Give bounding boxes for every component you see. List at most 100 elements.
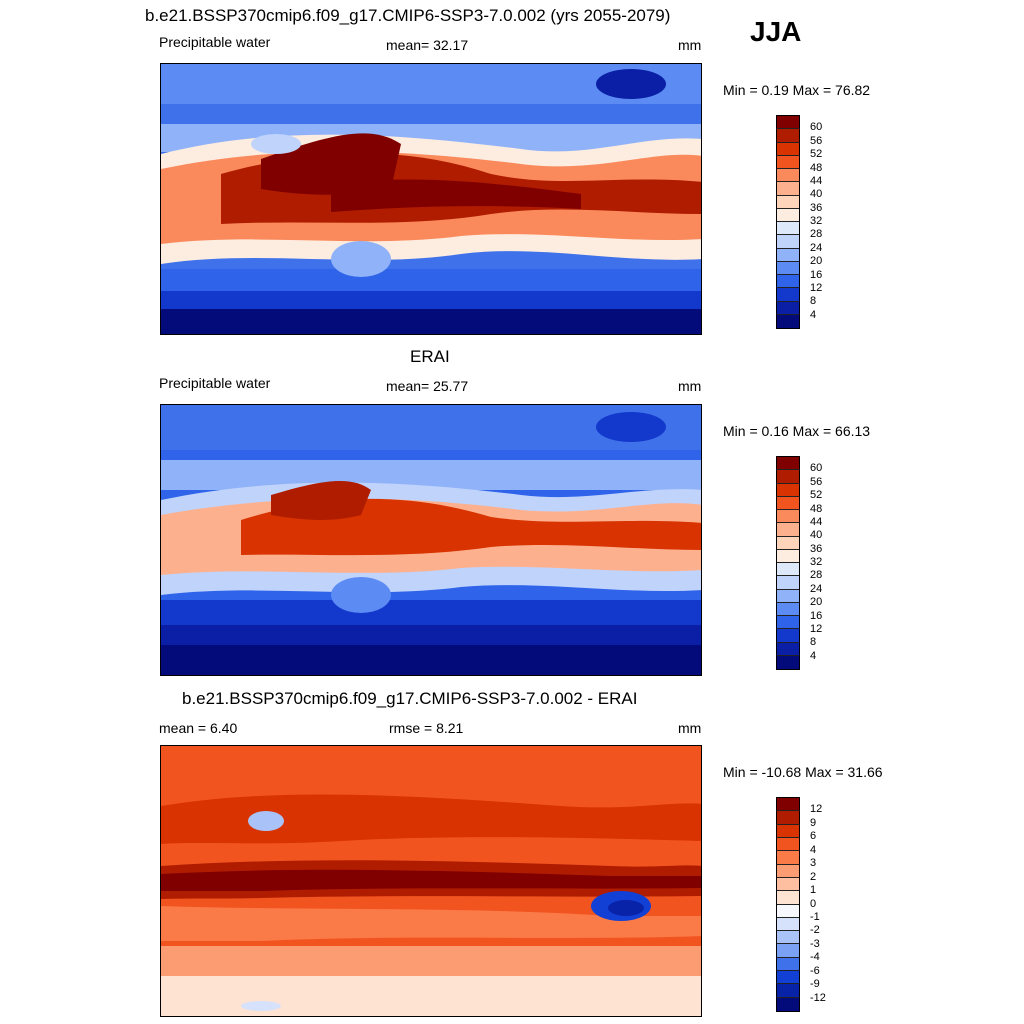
panel-2-mean-label: mean= 25.77 xyxy=(386,378,469,394)
colorbar-tick-label: 24 xyxy=(810,241,823,254)
panel-2-minmax: Min = 0.16 Max = 66.13 xyxy=(723,423,871,439)
colorbar-swatch xyxy=(777,957,799,972)
panel-3-title: b.e21.BSSP370cmip6.f09_g17.CMIP6-SSP3-7.… xyxy=(182,689,638,708)
colorbar-tick-label: 60 xyxy=(810,462,823,475)
colorbar-tick-label: 16 xyxy=(810,268,823,281)
panel-2-units-label: mm xyxy=(678,378,702,394)
colorbar-tick-label: 28 xyxy=(810,569,823,582)
colorbar-swatch xyxy=(777,655,799,669)
colorbar-swatch xyxy=(777,288,799,302)
colorbar-tick-label: 48 xyxy=(810,502,823,515)
colorbar-swatch xyxy=(777,457,799,471)
colorbar-swatch xyxy=(777,314,799,328)
colorbar-swatch xyxy=(777,824,799,838)
colorbar-tick-label: -9 xyxy=(810,978,820,991)
colorbar-tick-label: -6 xyxy=(810,964,820,977)
colorbar-swatch xyxy=(777,235,799,249)
colorbar-swatch xyxy=(777,483,799,497)
colorbar-swatch xyxy=(777,261,799,275)
colorbar-tick-label: 3 xyxy=(810,857,817,870)
colorbar-swatch xyxy=(777,510,799,524)
colorbar-tick-label: 56 xyxy=(810,475,823,488)
panel-3-mean-label: mean = 6.40 xyxy=(159,720,238,736)
colorbar-tick-label: 20 xyxy=(810,255,823,268)
colorbar-tick-label: 52 xyxy=(810,148,823,161)
colorbar-tick-label: 12 xyxy=(810,803,823,816)
colorbar-swatch xyxy=(777,248,799,262)
panel-3-colorbar xyxy=(776,797,800,1012)
colorbar-swatch xyxy=(777,811,799,825)
colorbar-tick-label: 28 xyxy=(810,228,823,241)
panel-2-variable-label: Precipitable water xyxy=(159,375,271,391)
colorbar-tick-label: 6 xyxy=(810,830,817,843)
season-label: JJA xyxy=(750,16,802,47)
panel-3-units-label: mm xyxy=(678,720,702,736)
panel-3-rmse-label: rmse = 8.21 xyxy=(389,720,464,736)
colorbar-tick-label: 40 xyxy=(810,188,823,201)
colorbar-swatch xyxy=(777,931,799,945)
colorbar-swatch xyxy=(777,891,799,905)
colorbar-tick-label: 12 xyxy=(810,281,823,294)
colorbar-swatch xyxy=(777,208,799,222)
colorbar-tick-label: -2 xyxy=(810,924,820,937)
colorbar-tick-label: 56 xyxy=(810,134,823,147)
colorbar-swatch xyxy=(777,169,799,183)
colorbar-swatch xyxy=(777,877,799,892)
panel-1-minmax: Min = 0.19 Max = 76.82 xyxy=(723,82,871,98)
colorbar-swatch xyxy=(777,523,799,537)
colorbar-tick-label: 32 xyxy=(810,556,823,568)
colorbar-swatch xyxy=(777,904,799,918)
colorbar-swatch xyxy=(777,301,799,315)
colorbar-tick-label: 52 xyxy=(810,489,823,502)
panel-1-units-label: mm xyxy=(678,37,702,53)
colorbar-swatch xyxy=(777,602,799,616)
colorbar-swatch xyxy=(777,536,799,550)
colorbar-swatch xyxy=(777,971,799,985)
colorbar-tick-label: 4 xyxy=(810,308,817,321)
colorbar-swatch xyxy=(777,470,799,484)
panel-2-map xyxy=(160,404,702,676)
panel-2-colorbar xyxy=(776,456,800,670)
colorbar-tick-label: 44 xyxy=(810,174,823,187)
colorbar-swatch xyxy=(777,496,799,510)
colorbar-swatch xyxy=(777,155,799,169)
colorbar-tick-label: 0 xyxy=(810,897,817,910)
colorbar-tick-label: 40 xyxy=(810,529,823,542)
panel-2-map-field xyxy=(161,405,701,675)
colorbar-swatch xyxy=(777,549,799,563)
colorbar-swatch xyxy=(777,275,799,289)
panel-3-map-field xyxy=(161,746,701,1016)
colorbar-tick-label: 32 xyxy=(810,215,823,227)
colorbar-swatch xyxy=(777,142,799,156)
panel-1-map xyxy=(160,63,702,335)
colorbar-tick-label: 12 xyxy=(810,622,823,635)
colorbar-tick-label: 36 xyxy=(810,201,823,214)
colorbar-tick-label: -12 xyxy=(810,991,826,1004)
colorbar-tick-label: -1 xyxy=(810,910,820,923)
panel-1-mean-label: mean= 32.17 xyxy=(386,37,469,53)
colorbar-tick-label: 8 xyxy=(810,636,817,649)
colorbar-swatch xyxy=(777,997,799,1011)
panel-2-title: ERAI xyxy=(410,347,450,366)
colorbar-tick-label: 8 xyxy=(810,295,817,308)
colorbar-tick-label: 44 xyxy=(810,515,823,528)
colorbar-swatch xyxy=(777,576,799,590)
colorbar-swatch xyxy=(777,563,799,577)
panel-1-variable-label: Precipitable water xyxy=(159,34,271,50)
colorbar-tick-label: 4 xyxy=(810,649,817,662)
panel-3-minmax: Min = -10.68 Max = 31.66 xyxy=(723,764,883,780)
colorbar-tick-label: -4 xyxy=(810,951,820,964)
colorbar-tick-label: 48 xyxy=(810,161,823,174)
colorbar-swatch xyxy=(777,837,799,852)
colorbar-swatch xyxy=(777,182,799,196)
colorbar-swatch xyxy=(777,798,799,812)
colorbar-swatch xyxy=(777,851,799,865)
colorbar-tick-label: 16 xyxy=(810,609,823,622)
colorbar-tick-label: 4 xyxy=(810,843,817,856)
colorbar-tick-label: 20 xyxy=(810,596,823,609)
panel-3-map xyxy=(160,745,702,1017)
colorbar-tick-label: 9 xyxy=(810,816,817,829)
colorbar-swatch xyxy=(777,944,799,958)
colorbar-tick-label: 24 xyxy=(810,582,823,595)
colorbar-swatch xyxy=(777,616,799,630)
